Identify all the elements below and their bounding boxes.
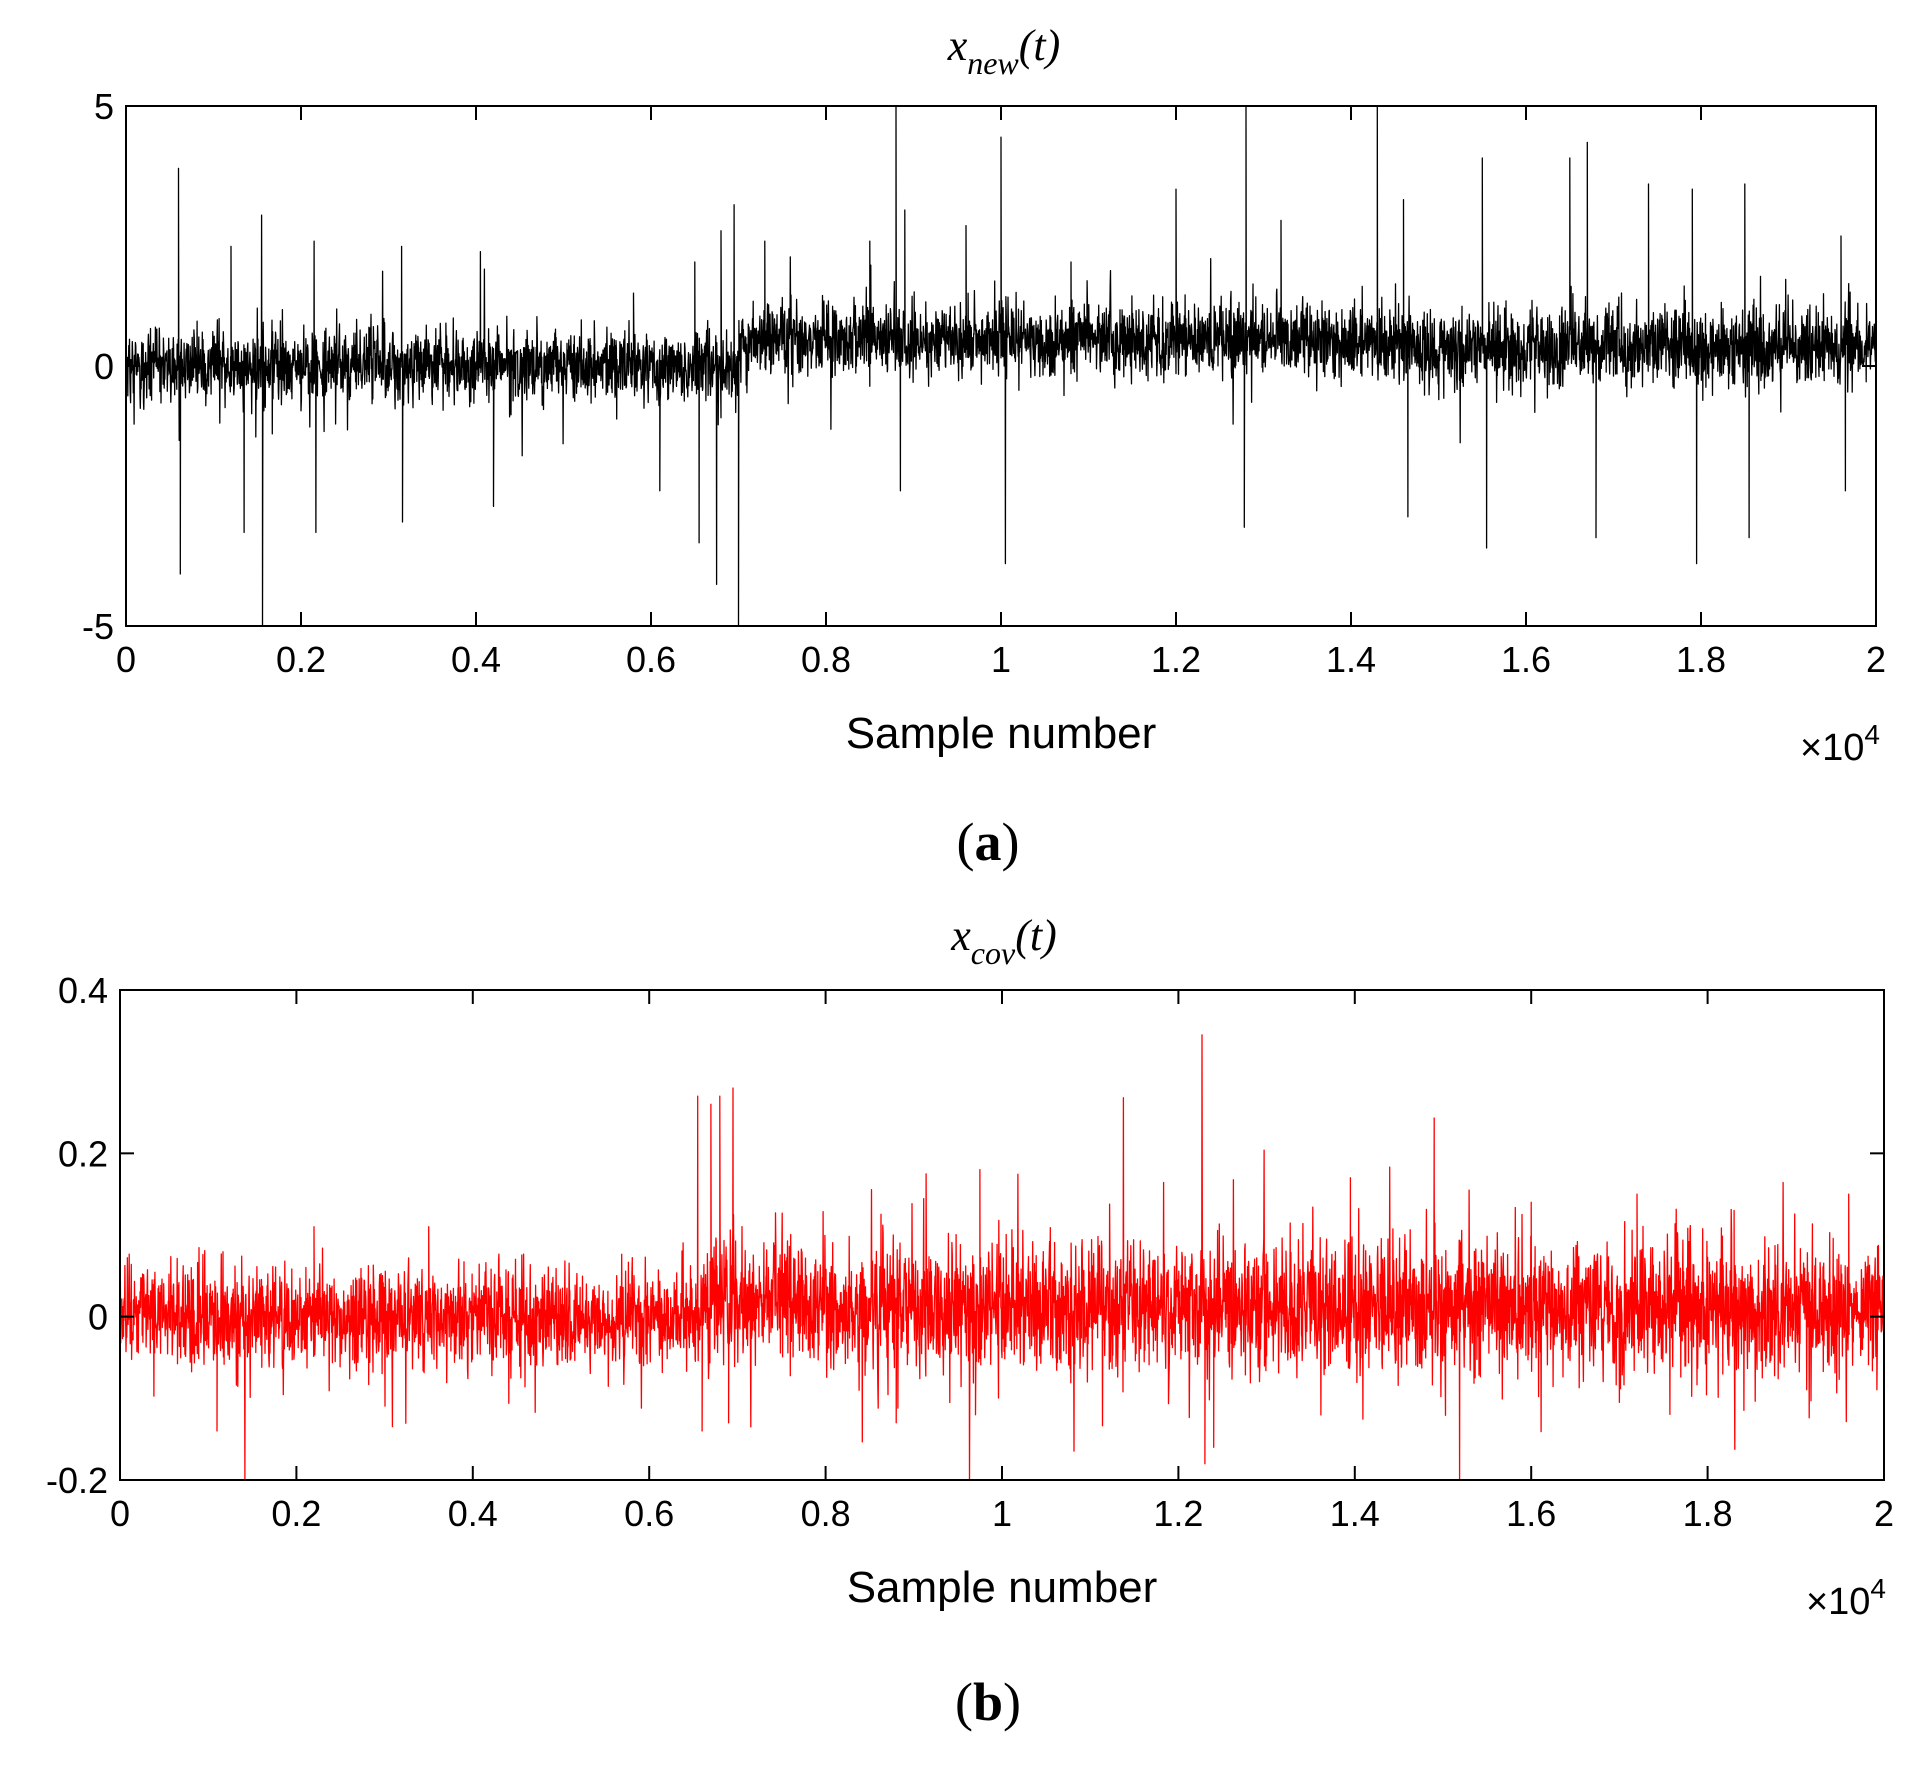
x-axis-label-a: Sample number xyxy=(846,709,1157,758)
x-tick-label-a-9: 1.8 xyxy=(1676,639,1726,680)
x-tick-label-b-9: 1.8 xyxy=(1683,1493,1733,1534)
chart-title-a: xnew(t) xyxy=(947,21,1061,81)
x-axis-label-b: Sample number xyxy=(847,1563,1158,1612)
x-tick-label-b-4: 0.8 xyxy=(801,1493,851,1534)
title-b-subscript: cov xyxy=(971,935,1016,971)
panel-label-b-open: ( xyxy=(955,1672,973,1732)
chart-title-b: xcov(t) xyxy=(950,911,1056,971)
x-tick-label-b-2: 0.4 xyxy=(448,1493,498,1534)
x-tick-label-b-6: 1.2 xyxy=(1153,1493,1203,1534)
ticks-a: 0 0.2 0.4 0.6 0.8 1 1.2 1.4 1.6 1.8 2-505 xyxy=(82,86,1886,680)
series-group-b xyxy=(119,1034,1885,1481)
series-line-a xyxy=(125,105,1877,627)
x-tick-label-a-6: 1.2 xyxy=(1151,639,1201,680)
x-exponent-b: ×104 xyxy=(1806,1573,1886,1623)
y-tick-label-a-1: 0 xyxy=(94,346,114,387)
x-tick-label-a-3: 0.6 xyxy=(626,639,676,680)
x-tick-label-a-8: 1.6 xyxy=(1501,639,1551,680)
x-tick-label-a-5: 1 xyxy=(991,639,1011,680)
chart-panel-a: xnew(t) 0 0.2 0.4 0.6 0.8 1 1.2 1.4 1.6 1.8 2-505 … xyxy=(82,21,1886,872)
x-tick-label-b-5: 1 xyxy=(992,1493,1012,1534)
y-tick-label-b-0: -0.2 xyxy=(46,1460,108,1501)
panel-label-b: (b) xyxy=(955,1672,1021,1732)
x-exponent-b-power: 4 xyxy=(1870,1573,1886,1604)
title-a-subscript: new xyxy=(967,45,1019,81)
panel-label-a-letter: a xyxy=(975,812,1002,872)
y-tick-label-b-3: 0.4 xyxy=(58,970,108,1011)
x-tick-label-a-4: 0.8 xyxy=(801,639,851,680)
x-exponent-a-prefix: ×10 xyxy=(1800,727,1864,769)
y-tick-label-b-1: 0 xyxy=(88,1297,108,1338)
series-group-a xyxy=(125,105,1877,627)
y-tick-label-b-2: 0.2 xyxy=(58,1133,108,1174)
title-b-base: x xyxy=(950,911,971,960)
series-line-b xyxy=(119,1034,1885,1481)
panel-label-a-open: ( xyxy=(957,812,975,872)
x-tick-label-a-10: 2 xyxy=(1866,639,1886,680)
x-tick-label-b-1: 0.2 xyxy=(271,1493,321,1534)
x-tick-label-a-7: 1.4 xyxy=(1326,639,1376,680)
panel-label-a: (a) xyxy=(957,812,1020,872)
x-tick-label-b-10: 2 xyxy=(1874,1493,1894,1534)
panel-label-b-letter: b xyxy=(973,1672,1003,1732)
panel-label-a-close: ) xyxy=(1002,812,1020,872)
ticks-b: 0 0.2 0.4 0.6 0.8 1 1.2 1.4 1.6 1.8 2-0.200.20.4 xyxy=(46,970,1894,1534)
title-a-base: x xyxy=(947,21,968,70)
x-exponent-a: ×104 xyxy=(1800,719,1880,769)
x-exponent-b-prefix: ×10 xyxy=(1806,1581,1870,1623)
x-tick-label-b-7: 1.4 xyxy=(1330,1493,1380,1534)
y-tick-label-a-2: 5 xyxy=(94,86,114,127)
chart-panel-b: xcov(t) 0 0.2 0.4 0.6 0.8 1 1.2 1.4 1.6 1.8 2-0.20… xyxy=(46,911,1894,1732)
title-a-suffix: (t) xyxy=(1019,21,1061,70)
x-tick-label-b-0: 0 xyxy=(110,1493,130,1534)
x-tick-label-b-8: 1.6 xyxy=(1506,1493,1556,1534)
x-tick-label-a-2: 0.4 xyxy=(451,639,501,680)
title-b-suffix: (t) xyxy=(1015,911,1057,960)
panel-label-b-close: ) xyxy=(1003,1672,1021,1732)
x-exponent-a-power: 4 xyxy=(1864,719,1880,750)
x-tick-label-b-3: 0.6 xyxy=(624,1493,674,1534)
y-tick-label-a-0: -5 xyxy=(82,606,114,647)
x-tick-label-a-0: 0 xyxy=(116,639,136,680)
x-tick-label-a-1: 0.2 xyxy=(276,639,326,680)
